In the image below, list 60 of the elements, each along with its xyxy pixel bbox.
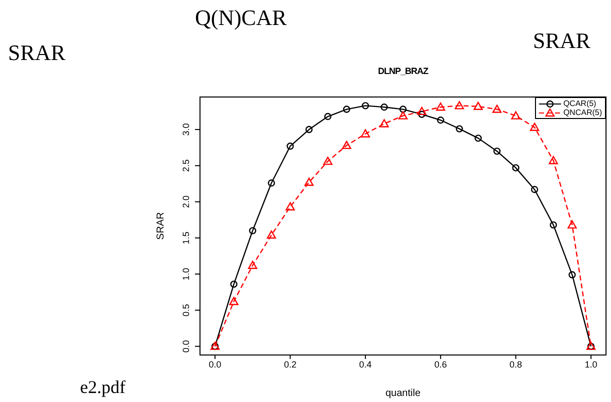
x-tick-label: 0.8 xyxy=(510,359,522,370)
chart-title: DLNP_BRAZ xyxy=(376,66,430,76)
y-tick-label: 0.0 xyxy=(181,340,191,353)
point xyxy=(362,102,370,110)
point xyxy=(343,106,350,113)
point xyxy=(360,129,370,138)
x-axis-title: quantile xyxy=(385,388,421,399)
point xyxy=(456,125,463,132)
point xyxy=(399,106,407,113)
point xyxy=(248,260,258,269)
point xyxy=(249,227,256,234)
point xyxy=(530,122,540,131)
x-tick-label: 0.0 xyxy=(208,359,222,370)
y-tick-label: 1.0 xyxy=(181,268,191,280)
point xyxy=(530,186,538,194)
point xyxy=(454,101,464,110)
y-tick-label: 1.5 xyxy=(181,232,191,244)
text: e2.pdf xyxy=(80,377,126,398)
point xyxy=(548,156,558,164)
point xyxy=(418,110,426,118)
point xyxy=(474,134,482,142)
point xyxy=(512,164,520,172)
point xyxy=(342,140,352,150)
y-tick-label: 2.0 xyxy=(181,196,191,208)
point xyxy=(323,156,332,165)
point xyxy=(304,178,314,186)
point xyxy=(268,179,276,187)
point xyxy=(266,230,276,239)
x-tick-label: 1.0 xyxy=(584,359,598,370)
y-tick-label: 2.5 xyxy=(181,159,191,172)
y-axis-title: SRAR xyxy=(156,212,167,240)
point xyxy=(398,111,408,120)
point xyxy=(550,221,557,229)
point xyxy=(286,202,295,210)
x-tick-label: 0.2 xyxy=(284,359,296,370)
y-tick-label: 3.0 xyxy=(181,123,191,136)
point xyxy=(417,106,426,116)
point xyxy=(286,142,294,150)
text: Q(N)CAR xyxy=(195,5,287,31)
point xyxy=(380,119,389,128)
point xyxy=(305,126,313,134)
text: SRAR xyxy=(8,40,66,66)
y-tick-label: 0.5 xyxy=(181,304,191,316)
point xyxy=(568,271,576,278)
x-tick-label: 0.6 xyxy=(434,359,447,370)
x-tick-label: 0.4 xyxy=(359,359,372,370)
point xyxy=(324,112,332,120)
point xyxy=(436,102,446,111)
point xyxy=(493,148,501,155)
point xyxy=(474,102,483,110)
point xyxy=(229,296,238,306)
legend-label: QCAR(5) xyxy=(563,99,596,108)
point xyxy=(230,280,238,288)
legend-label: QNCAR(5) xyxy=(563,108,602,117)
point xyxy=(511,111,520,120)
point xyxy=(492,104,502,113)
point xyxy=(568,220,577,229)
point xyxy=(380,104,388,111)
text: SRAR xyxy=(533,28,590,54)
point xyxy=(436,116,444,124)
